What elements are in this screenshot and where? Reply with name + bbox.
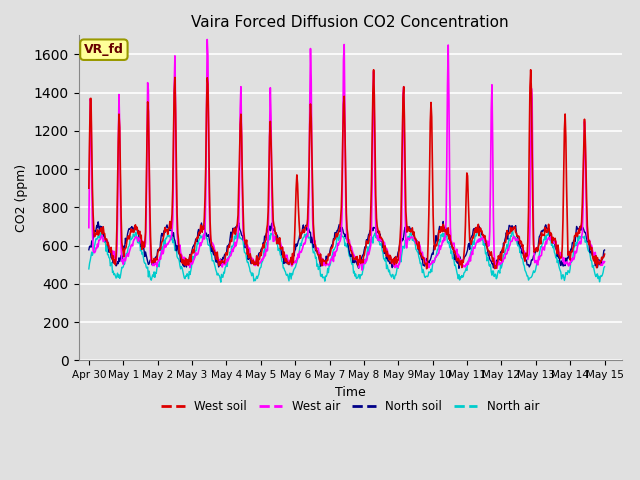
- Legend: West soil, West air, North soil, North air: West soil, West air, North soil, North a…: [156, 396, 544, 418]
- Text: VR_fd: VR_fd: [84, 43, 124, 56]
- Title: Vaira Forced Diffusion CO2 Concentration: Vaira Forced Diffusion CO2 Concentration: [191, 15, 509, 30]
- X-axis label: Time: Time: [335, 386, 365, 399]
- Y-axis label: CO2 (ppm): CO2 (ppm): [15, 164, 28, 232]
